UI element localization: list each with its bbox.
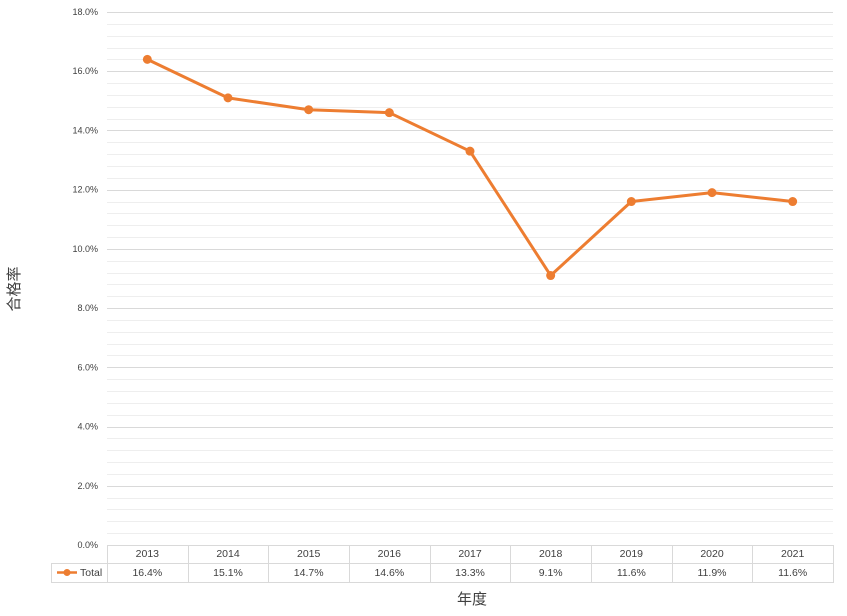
y-axis-tick-labels: 0.0% 2.0% 4.0% 6.0% 8.0% 10.0% 12.0% 14.0% 16.0%… [72, 7, 98, 550]
data-point [384, 108, 394, 118]
gridlines [107, 12, 833, 546]
data-value-label: 14.7% [294, 567, 324, 579]
y-tick-label: 10.0% [72, 244, 98, 254]
x-category-label: 2021 [781, 548, 805, 560]
data-value-label: 15.1% [213, 567, 243, 579]
data-value-label: 9.1% [539, 567, 563, 579]
data-value-label: 11.9% [698, 567, 727, 579]
legend-point-marker [63, 569, 71, 576]
data-point [546, 271, 556, 281]
x-category-label: 2017 [458, 548, 482, 560]
data-value-label: 11.6% [778, 567, 807, 579]
y-tick-label: 14.0% [72, 125, 98, 135]
y-tick-label: 16.0% [72, 66, 98, 76]
y-tick-label: 6.0% [77, 362, 98, 372]
x-axis-title: 年度 [457, 591, 487, 608]
data-point [142, 54, 152, 64]
data-point [304, 105, 314, 115]
x-category-label: 2020 [700, 548, 724, 560]
data-point [223, 93, 233, 103]
data-value-label: 13.3% [455, 567, 485, 579]
data-point [626, 197, 636, 207]
plot-area [142, 54, 798, 281]
y-tick-label: 18.0% [72, 7, 98, 17]
series-line-total [145, 57, 795, 278]
x-category-label: 2016 [378, 548, 402, 560]
y-tick-label: 2.0% [77, 481, 98, 491]
data-point [465, 146, 475, 156]
y-axis-title: 合格率 [6, 266, 23, 311]
data-value-label: 11.6% [617, 567, 646, 579]
data-point [707, 188, 717, 198]
data-table: 2013 2014 2015 2016 2017 2018 2019 2020 2021 Tota… [51, 545, 834, 583]
x-category-label: 2014 [216, 548, 240, 560]
data-point [788, 197, 798, 207]
legend-series-name: Total [80, 567, 102, 579]
y-tick-label: 8.0% [77, 303, 98, 313]
x-category-label: 2013 [136, 548, 160, 560]
x-category-label: 2018 [539, 548, 563, 560]
y-tick-label: 12.0% [72, 185, 98, 195]
data-value-label: 16.4% [132, 567, 162, 579]
x-category-label: 2019 [620, 548, 644, 560]
x-category-label: 2015 [297, 548, 321, 560]
y-tick-label: 0.0% [77, 540, 98, 550]
data-value-label: 14.6% [374, 567, 404, 579]
y-tick-label: 4.0% [77, 422, 98, 432]
